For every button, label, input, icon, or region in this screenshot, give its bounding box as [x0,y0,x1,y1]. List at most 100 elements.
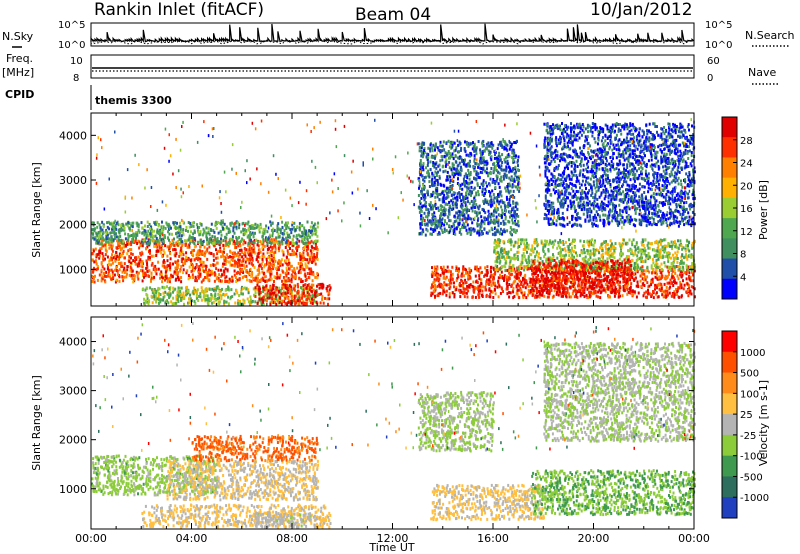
heatmap-cell [211,287,214,291]
heatmap-cell [259,291,262,294]
heatmap-cell [535,253,538,257]
heatmap-cell [497,276,500,280]
heatmap-cell [312,232,315,236]
heatmap-cell [166,259,169,263]
heatmap-cell [171,274,174,278]
heatmap-cell [159,293,162,296]
heatmap-cell [135,257,138,261]
heatmap-cell [557,281,560,285]
heatmap-cell [600,253,603,257]
heatmap-cell [669,285,672,289]
heatmap-cell [166,223,169,227]
heatmap-cell [316,248,319,252]
heatmap-cell [502,276,504,280]
heatmap-cell [102,238,105,242]
heatmap-cell [583,251,586,255]
heatmap-cell [261,276,264,280]
heatmap-cell [239,302,242,306]
heatmap-cell [255,274,258,278]
heatmap-cell [685,253,688,257]
heatmap-cell [327,293,330,297]
heatmap-cell [436,294,439,298]
heatmap-cell [442,289,445,293]
heatmap-cell [257,273,260,277]
heatmap-cell [217,286,220,290]
heatmap-cell [311,260,314,264]
heatmap-cell [560,292,563,296]
heatmap-cell [224,267,227,271]
heatmap-cell [191,273,194,277]
heatmap-cell [623,284,626,288]
heatmap-cell [118,274,120,277]
heatmap-cell [277,259,280,263]
heatmap-cell [584,259,587,263]
heatmap-cell [484,266,487,270]
heatmap-cell [664,293,667,297]
heatmap-cell [534,285,537,289]
heatmap-cell [605,251,608,255]
heatmap-cell [197,250,200,254]
heatmap-cell [586,287,589,291]
heatmap-cell [523,238,525,242]
heatmap-cell [588,252,591,256]
heatmap-cell [174,266,177,270]
heatmap-cell [288,235,291,239]
heatmap-cell [476,265,478,269]
heatmap-cell [99,247,102,251]
heatmap-cell [668,281,670,285]
heatmap-cell [592,260,595,264]
heatmap-cell [184,229,187,232]
heatmap-cell [303,229,306,233]
heatmap-cell [125,222,128,226]
heatmap-cell [646,265,649,269]
heatmap-cell [193,299,196,303]
heatmap-cell [652,261,655,265]
heatmap-cell [300,301,303,305]
heatmap-cell [110,240,113,244]
heatmap-cell [220,233,223,237]
heatmap-cell [615,287,618,291]
heatmap-cell [238,226,241,230]
heatmap-cell [542,274,545,278]
heatmap-cell [568,238,570,242]
heatmap-cell [126,238,129,242]
heatmap-cell [232,226,235,230]
heatmap-cell [502,240,505,244]
heatmap-cell [583,240,586,244]
heatmap-cell [596,278,599,282]
heatmap-cell [488,283,491,286]
heatmap-cell [285,269,288,273]
heatmap-cell [193,267,196,271]
heatmap-cell [270,277,273,281]
heatmap-cell [634,248,637,252]
heatmap-cell [208,273,211,277]
heatmap-cell [626,270,628,274]
heatmap-cell [560,294,563,298]
heatmap-cell [541,260,544,264]
heatmap-cell [581,286,584,290]
heatmap-cell [278,276,281,280]
heatmap-cell [657,257,660,261]
heatmap-cell [177,286,180,290]
heatmap-cell [291,296,293,300]
heatmap-cell [517,250,520,254]
heatmap-cell [601,255,604,259]
heatmap-cell [247,291,250,295]
heatmap-cell [646,253,649,257]
heatmap-cell [635,284,638,288]
heatmap-cell [232,222,235,226]
heatmap-cell [524,286,527,290]
heatmap-cell [529,280,532,284]
heatmap-cell [545,272,548,276]
heatmap-cell [674,245,677,249]
heatmap-cell [516,282,519,286]
heatmap-cell [243,266,246,270]
heatmap-cell [205,226,208,230]
heatmap-cell [232,251,235,255]
heatmap-cell [614,270,617,274]
heatmap-cell [575,261,578,264]
heatmap-cell [132,234,135,238]
heatmap-cell [192,276,195,279]
heatmap-cell [686,239,689,243]
heatmap-cell [285,221,287,225]
